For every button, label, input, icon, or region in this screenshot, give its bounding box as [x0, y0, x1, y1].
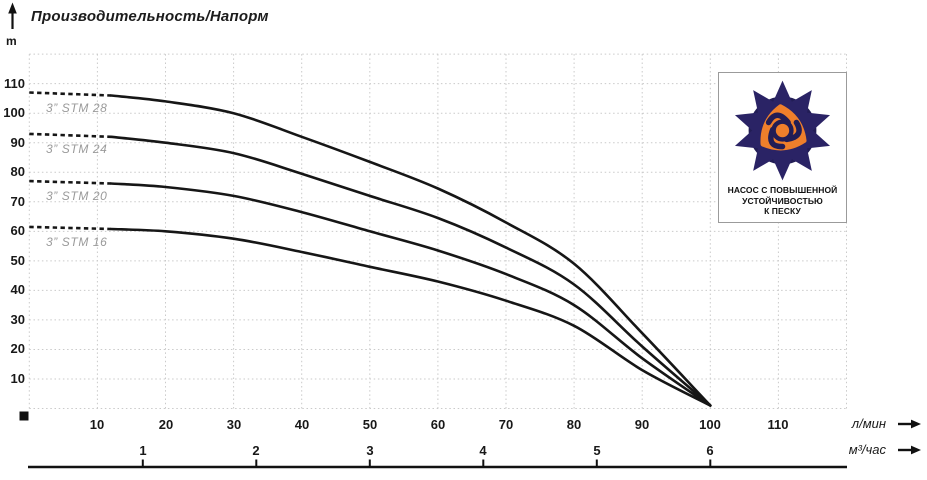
- curve-dashed-segment: [29, 225, 112, 231]
- pump-curves: [29, 91, 712, 407]
- badge-text-line: УСТОЙЧИВОСТЬЮ: [742, 195, 823, 206]
- pump-flower-logo-icon: [734, 80, 831, 181]
- m3h-tick-label: 6: [706, 443, 714, 458]
- y-tick-label: 30: [10, 312, 25, 327]
- badge-text-line: К ПЕСКУ: [764, 206, 801, 216]
- y-tick-label: 70: [10, 194, 25, 209]
- lmin-tick-label: 80: [566, 417, 582, 432]
- m3h-axis-unit-label: м³/час: [848, 442, 886, 457]
- y-tick-label: 60: [10, 223, 25, 238]
- lmin-tick-label: 40: [294, 417, 310, 432]
- lmin-tick-label: 90: [634, 417, 650, 432]
- lmin-tick-label: 30: [226, 417, 242, 432]
- lmin-axis-arrow-icon: [898, 419, 921, 429]
- curve-label: 3” STM 28: [46, 101, 108, 115]
- lmin-tick-label: 60: [430, 417, 446, 432]
- curve-dashed-segment: [29, 91, 112, 97]
- y-tick-label: 80: [10, 164, 25, 179]
- curve-label: 3” STM 24: [46, 142, 108, 156]
- m3h-tick-label: 3: [366, 443, 374, 458]
- m3h-axis-arrow-icon: [898, 445, 921, 455]
- badge-text: НАСОС С ПОВЫШЕННОЙ УСТОЙЧИВОСТЬЮ К ПЕСКУ: [719, 185, 846, 217]
- y-tick-label: 100: [3, 105, 25, 120]
- y-tick-label: 50: [10, 253, 25, 268]
- lmin-axis-unit-label: л/мин: [851, 416, 886, 431]
- curve-dashed-segment: [29, 132, 112, 139]
- y-tick-label: 10: [10, 371, 25, 386]
- m3h-tick-label: 2: [252, 443, 260, 458]
- curve-label: 3” STM 16: [46, 235, 108, 249]
- chart-title: Производительность/Напорм: [31, 8, 269, 25]
- impeller-hub-ring: [771, 119, 794, 142]
- m3h-tick-label: 4: [479, 443, 487, 458]
- m3h-tick-label: 1: [139, 443, 147, 458]
- lmin-tick-label: 110: [767, 417, 789, 432]
- curve-dashed-segment: [29, 179, 112, 185]
- y-tick-label: 40: [10, 282, 25, 297]
- y-tick-label: 110: [4, 76, 25, 91]
- lmin-tick-label: 50: [362, 417, 378, 432]
- lmin-tick-label: 10: [89, 417, 105, 432]
- badge-text-line: НАСОС С ПОВЫШЕННОЙ: [727, 185, 838, 195]
- sand-resistance-badge: НАСОС С ПОВЫШЕННОЙ УСТОЙЧИВОСТЬЮ К ПЕСКУ: [718, 72, 847, 223]
- axis-decorations: [8, 2, 921, 469]
- curve-label: 3” STM 20: [46, 189, 108, 203]
- origin-square-marker: [19, 411, 29, 421]
- y-tick-label: 20: [10, 341, 25, 356]
- y-axis-arrow-icon: [8, 2, 17, 29]
- lmin-tick-label: 100: [699, 417, 721, 432]
- m3h-tick-label: 5: [593, 443, 601, 458]
- curve-3-STM-16: [109, 227, 712, 407]
- curve-3-STM-20: [109, 182, 712, 407]
- lmin-tick-label: 70: [498, 417, 514, 432]
- y-tick-label: 90: [10, 135, 25, 150]
- y-axis-unit-label: m: [6, 34, 17, 48]
- curve-3-STM-24: [109, 135, 712, 407]
- lmin-tick-label: 20: [158, 417, 174, 432]
- m3h-axis-tickmarks: [141, 459, 712, 467]
- curve-3-STM-28: [109, 94, 712, 407]
